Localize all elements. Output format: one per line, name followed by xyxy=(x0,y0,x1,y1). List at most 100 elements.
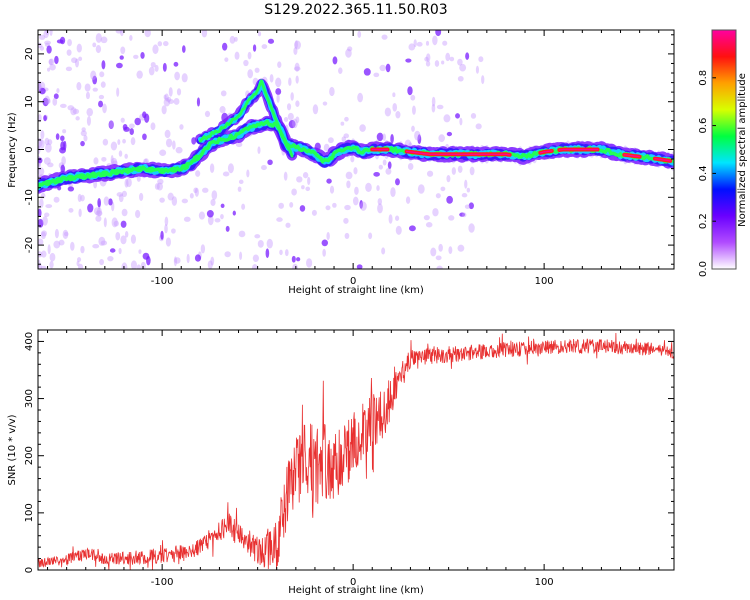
spectrogram-noise-blob xyxy=(136,264,141,269)
spectrogram-noise-blob xyxy=(80,194,85,202)
spectrogram-noise-blob xyxy=(81,127,86,132)
spectrogram-noise-blob xyxy=(109,120,114,129)
spectrogram-noise-blob xyxy=(465,52,470,60)
spectrogram-noise-blob xyxy=(48,58,55,66)
spectrogram-noise-blob xyxy=(265,248,270,259)
colorbar: 0.0 0.2 0.4 0.6 0.8 Normalized spectral ampl… xyxy=(698,29,748,277)
spectrogram-noise-blob xyxy=(459,117,463,126)
spectrogram-noise-blob xyxy=(260,165,267,171)
spectrogram-noise-blob xyxy=(413,39,417,48)
spectrogram-noise-blob xyxy=(110,155,114,165)
spectrogram-noise-blob xyxy=(38,42,43,49)
spectrogram-noise-blob xyxy=(222,171,230,177)
spectrogram-noise-blob xyxy=(40,230,48,237)
spectrogram-noise-blob xyxy=(395,225,402,235)
spectrogram-noise-blob xyxy=(92,42,97,48)
spectrogram-noise-blob xyxy=(445,52,451,62)
spectrogram-ridge-blob xyxy=(146,166,155,173)
spectrogram-noise-blob xyxy=(183,216,191,222)
spectrogram-noise-blob xyxy=(42,97,49,107)
spectrogram-noise-blob xyxy=(350,155,355,163)
spectrogram-noise-blob xyxy=(42,216,48,226)
spectrogram-noise-blob xyxy=(295,75,299,84)
spectrogram-noise-blob xyxy=(283,117,289,122)
spectrogram-noise-blob xyxy=(181,45,186,53)
spectrogram-noise-blob xyxy=(359,200,363,209)
spectrogram-noise-blob xyxy=(343,133,349,139)
spectrogram-noise-blob xyxy=(93,180,98,189)
spectrogram-noise-blob xyxy=(134,117,141,126)
spectrogram-noise-blob xyxy=(99,259,105,266)
spectrogram-noise-blob xyxy=(122,123,128,131)
spectrogram-noise-blob xyxy=(455,113,460,119)
spectrogram-noise-blob xyxy=(59,103,67,108)
spectrogram-noise-blob xyxy=(100,81,106,88)
spectrogram-noise-blob xyxy=(157,178,164,185)
spectrogram-noise-blob xyxy=(410,94,416,101)
spectrogram-noise-blob xyxy=(60,135,65,142)
spectrogram-noise-blob xyxy=(77,193,82,203)
spectrogram-noise-blob xyxy=(219,106,226,114)
colorbar-label: Normalized spectral amplitude xyxy=(737,73,748,227)
spectrogram-noise-blob xyxy=(405,58,412,63)
spectrogram-noise-blob xyxy=(254,67,260,73)
spectrogram-noise-blob xyxy=(368,232,373,240)
spectrogram-noise-blob xyxy=(38,157,43,164)
spectrogram-noise-blob xyxy=(210,256,215,266)
spectrogram-noise-blob xyxy=(224,251,231,258)
spectrogram-noise-blob xyxy=(432,208,439,217)
spectrogram-noise-blob xyxy=(100,240,108,246)
spectrogram-noise-blob xyxy=(49,30,53,36)
spectrogram-noise-blob xyxy=(52,97,58,106)
figure-title: S129.2022.365.11.50.R03 xyxy=(264,2,447,18)
spectrogram-noise-blob xyxy=(289,202,294,208)
spectrogram-noise-blob xyxy=(163,94,167,100)
spectrogram-noise-blob xyxy=(431,103,436,113)
spectrogram-noise-blob xyxy=(425,60,431,67)
snr-x-tick-label: -100 xyxy=(151,577,174,588)
spectrogram-noise-blob xyxy=(189,193,194,199)
spectrogram-noise-blob xyxy=(269,74,274,83)
spectrogram-noise-blob xyxy=(291,188,297,196)
spectrogram-noise-blob xyxy=(122,138,126,144)
spectrogram-noise-blob xyxy=(111,217,118,228)
spectrogram-noise-blob xyxy=(120,235,127,245)
spectrogram-noise-blob xyxy=(432,35,438,46)
spectrogram-noise-blob xyxy=(468,202,474,210)
spectrogram-noise-blob xyxy=(103,196,110,206)
spectrogram-noise-blob xyxy=(412,105,416,115)
spectrogram-noise-blob xyxy=(329,86,335,97)
spectrogram-noise-blob xyxy=(459,212,466,217)
spectrogram-noise-blob xyxy=(225,225,230,232)
snr-y-tick-label: 0 xyxy=(24,567,35,573)
spectrogram-noise-blob xyxy=(288,77,292,86)
spectrogram-noise-blob xyxy=(343,217,349,224)
spectrogram-noise-blob xyxy=(305,186,311,192)
spectrogram-y-tick-label: 0 xyxy=(24,146,35,152)
spectrogram-noise-blob xyxy=(47,244,51,255)
spectrogram-noise-blob xyxy=(95,215,102,222)
spectrogram-noise-blob xyxy=(285,222,291,228)
spectrogram-noise-blob xyxy=(102,138,109,146)
spectrogram-noise-blob xyxy=(38,259,41,268)
spectrogram-noise-blob xyxy=(287,112,294,121)
spectrogram-noise-blob xyxy=(321,239,329,247)
spectrogram-noise-blob xyxy=(67,105,75,111)
colorbar-frame xyxy=(711,29,737,270)
spectrogram-noise-blob xyxy=(405,196,411,204)
spectrogram-noise-blob xyxy=(294,40,298,49)
spectrogram-noise-blob xyxy=(376,132,384,142)
spectrogram-noise-blob xyxy=(130,137,136,146)
spectrogram-noise-blob xyxy=(257,146,261,154)
spectrogram-noise-blob xyxy=(108,198,113,206)
spectrogram-noise-blob xyxy=(165,138,173,148)
spectrogram-noise-blob xyxy=(291,255,296,263)
spectrogram-noise-blob xyxy=(332,202,337,208)
spectrogram-noise-blob xyxy=(116,87,120,97)
spectrogram-noise-blob xyxy=(243,59,249,67)
colorbar-tick-label: 0.8 xyxy=(698,70,709,86)
spectrogram-noise-blob xyxy=(166,96,172,103)
spectrogram-ridge-blob xyxy=(43,179,52,186)
spectrogram-noise-blob xyxy=(156,182,163,191)
spectrogram-noise-blob xyxy=(457,75,464,82)
